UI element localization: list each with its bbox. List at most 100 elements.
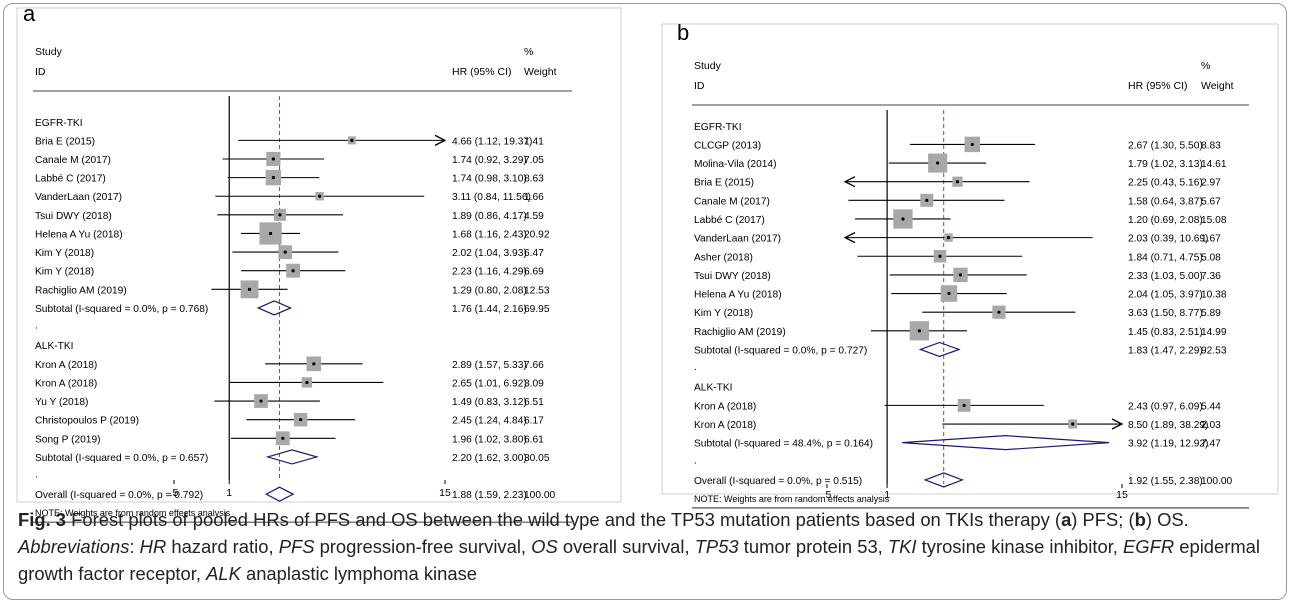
panel-a-row-ci: 2.23 (1.16, 4.29): [452, 267, 527, 278]
panel-a-row-label: Rachiglio AM (2019): [35, 285, 127, 296]
panel-b-row-label: Overall (I-squared = 0.0%, p = 0.515): [694, 476, 862, 487]
panel-b-row-weight: 1.67: [1201, 234, 1221, 245]
panel-b-row-label: Rachiglio AM (2019): [694, 327, 786, 338]
panel-b-point-estimate: [946, 236, 951, 240]
panel-b-row-ci: 1.58 (0.64, 3.87): [1128, 196, 1203, 207]
panel-b-row-ci: 1.92 (1.55, 2.38): [1128, 476, 1203, 487]
panel-a-row-weight: 6.69: [524, 267, 544, 278]
panel-b-row-label: Kron A (2018): [694, 420, 756, 431]
panel-b-row-ci: 2.03 (0.39, 10.69): [1128, 234, 1208, 245]
panel-a-point-estimate: [318, 194, 322, 198]
panel-b-row-ci: 1.79 (1.02, 3.13): [1128, 159, 1203, 170]
panel-a-row-ci: 2.45 (1.24, 4.84): [452, 416, 527, 427]
panel-a-tick-label: 1: [226, 487, 232, 499]
panel-a-row-label: Yu Y (2018): [35, 397, 88, 408]
panel-a-point-estimate: [259, 399, 263, 403]
panel-a-label: a: [23, 1, 36, 26]
panel-b-row-weight: 100.00: [1201, 476, 1232, 487]
panel-b-spacer-dot: .: [694, 362, 697, 373]
panel-b-ci-arrow-right: [1111, 418, 1124, 430]
panel-a-row-label: Song P (2019): [35, 434, 101, 445]
panel-b-header-pct: %: [1201, 60, 1210, 72]
abbrev-definition: tumor protein 53,: [738, 536, 888, 557]
panel-a-point-estimate: [350, 138, 354, 142]
panel-a-header-study: Study: [35, 46, 63, 58]
panel-b-tick-label: 15: [1116, 489, 1128, 501]
panel-a-row-ci: 2.89 (1.57, 5.33): [452, 360, 527, 371]
abbrev-definition: tyrosine kinase inhibitor,: [916, 536, 1124, 557]
panel-a-tick-label: 15: [439, 487, 451, 499]
panel-a-row-ci: 1.89 (0.86, 4.17): [452, 211, 527, 222]
panel-a-row-weight: 6.51: [524, 397, 544, 408]
panel-a-point-estimate: [283, 250, 287, 254]
panel-b-group-label: EGFR-TKI: [694, 122, 742, 133]
panel-b-row-ci: 8.50 (1.89, 38.29): [1128, 420, 1208, 431]
panel-a-row-weight: 6.17: [524, 416, 544, 427]
panel-a-note: NOTE: Weights are from random effects an…: [35, 508, 231, 518]
panel-a-row-ci: 1.29 (0.80, 2.08): [452, 285, 527, 296]
panel-a-header-hr: HR (95% CI): [452, 66, 512, 78]
abbrev-term: PFS: [278, 536, 315, 557]
panel-b-row-ci: 1.45 (0.83, 2.51): [1128, 327, 1203, 338]
panel-b-row-label: Kron A (2018): [694, 401, 756, 412]
panel-b-row-weight: 5.89: [1201, 308, 1221, 319]
panel-b-ci-arrow-left: [843, 232, 856, 244]
panel-b-row-weight: 14.99: [1201, 327, 1227, 338]
panel-b-row-ci: 1.20 (0.69, 2.08): [1128, 215, 1203, 226]
panel-b-row-ci: 3.92 (1.19, 12.92): [1128, 439, 1208, 450]
panel-b-row-ci: 1.83 (1.47, 2.29): [1128, 345, 1203, 356]
caption-text-2: ) PFS; (: [1071, 509, 1135, 530]
figure-caption: Fig. 3 Forest plots of pooled HRs of PFS…: [18, 509, 1260, 584]
panel-b-point-estimate: [958, 273, 963, 277]
panel-b-row-label: Asher (2018): [694, 252, 753, 263]
caption-abbreviations: HR hazard ratio, PFS progression-free su…: [18, 536, 1260, 584]
panel-a-row-weight: 7.05: [524, 155, 544, 166]
panel-b-row-label: Kim Y (2018): [694, 308, 753, 319]
panel-a-header-weight: Weight: [524, 66, 557, 78]
panel-a-row-weight: 20.92: [524, 229, 550, 240]
abbrev-term: TKI: [887, 536, 917, 557]
panel-a-row-weight: 1.66: [524, 192, 544, 203]
abbrev-term: EGFR: [1123, 536, 1175, 557]
panel-a-row-label: Subtotal (I-squared = 0.0%, p = 0.657): [35, 453, 208, 464]
panel-a-row-ci: 1.49 (0.83, 3.12): [452, 397, 527, 408]
panel-a-row-label: Kron A (2018): [35, 378, 97, 389]
panel-a-group-label: EGFR-TKI: [35, 118, 83, 129]
panel-a-row-ci: 1.68 (1.16, 2.43): [452, 229, 527, 240]
panel-a-row-label: Kim Y (2018): [35, 267, 94, 278]
panel-a-row-ci: 2.20 (1.62, 3.00): [452, 453, 527, 464]
panel-b-point-estimate: [936, 161, 940, 165]
caption-fig-label: Fig. 3: [18, 509, 67, 530]
panel-b-subtotal-diamond: [902, 435, 1110, 451]
panel-b-subtotal-diamond: [918, 341, 961, 358]
panel-a-row-label: Bria E (2015): [35, 136, 95, 147]
panel-b-point-estimate: [970, 142, 974, 147]
panel-a-point-estimate: [312, 362, 316, 366]
caption-text-3: ) OS.: [1145, 509, 1189, 530]
panel-a-point-estimate: [247, 287, 252, 291]
panel-b-header-weight: Weight: [1201, 80, 1234, 92]
panel-b-row-label: Subtotal (I-squared = 48.4%, p = 0.164): [694, 439, 873, 450]
panel-a-row-label: VanderLaan (2017): [35, 192, 122, 203]
panel-b-row-label: Canale M (2017): [694, 196, 770, 207]
panel-b-row-weight: 14.61: [1201, 159, 1227, 170]
panel-a-row-label: Tsui DWY (2018): [35, 211, 112, 222]
panel-a-point-estimate: [281, 436, 285, 440]
panel-a-spacer-dot: .: [35, 470, 38, 481]
abbrev-definition: epidermal growth factor receptor,: [18, 536, 1260, 584]
panel-b-overall-diamond: [923, 472, 965, 488]
abbrev-term: ALK: [206, 563, 241, 584]
panel-a-overall-diamond: [264, 486, 295, 502]
caption-abbrev-label: Abbreviations: [18, 536, 130, 557]
panel-a-row-label: Canale M (2017): [35, 155, 111, 166]
panel-b-point-estimate: [1071, 422, 1075, 426]
panel-a-header-pct: %: [524, 46, 533, 58]
panel-b-label: b: [677, 20, 689, 45]
caption-a: a: [1061, 509, 1072, 530]
panel-b-row-label: Labbé C (2017): [694, 215, 765, 226]
panel-a-row-weight: 6.61: [524, 434, 544, 445]
panel-a-point-estimate: [291, 269, 295, 273]
panel-b-row-weight: 5.44: [1201, 401, 1221, 412]
panel-a-row-weight: 7.66: [524, 360, 544, 371]
panel-b-row-weight: 5.67: [1201, 196, 1221, 207]
